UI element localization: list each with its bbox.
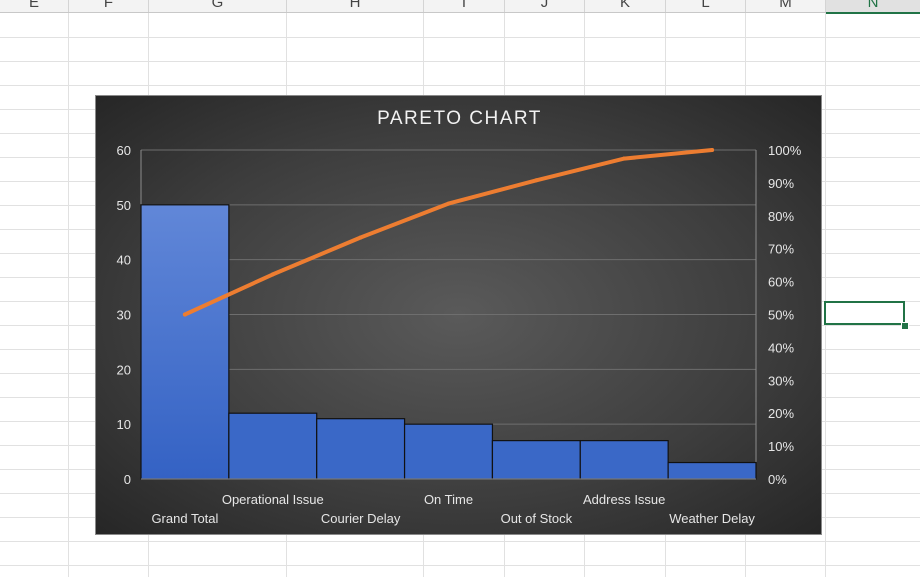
x-tick-label: Grand Total <box>151 511 218 526</box>
cumulative-point-4 <box>534 178 539 183</box>
pareto-chart[interactable]: PARETO CHART 0 10 20 30 40 50 60 0% 10% 20% 30% 40%… <box>95 95 822 535</box>
column-header-e[interactable]: E <box>0 0 69 12</box>
x-tick-label: On Time <box>424 492 473 507</box>
y2-tick-label: 80% <box>768 209 794 224</box>
grid-line <box>0 541 920 542</box>
bar-4 <box>491 440 581 480</box>
chart-title: PARETO CHART <box>377 108 542 129</box>
y-tick-label: 60 <box>117 143 131 158</box>
bar-1 <box>228 412 318 480</box>
column-header-l[interactable]: L <box>666 0 746 12</box>
bar-5 <box>579 440 669 480</box>
y-tick-label: 30 <box>117 308 131 323</box>
selected-cell[interactable] <box>824 301 905 325</box>
y2-tick-label: 0% <box>768 472 787 487</box>
y2-tick-label: 40% <box>768 340 794 355</box>
fill-handle[interactable] <box>901 322 909 330</box>
y2-tick-label: 60% <box>768 275 794 290</box>
x-tick-label: Courier Delay <box>321 511 401 526</box>
grid-line <box>0 85 920 86</box>
column-header-n[interactable]: N <box>826 0 920 14</box>
cumulative-point-0 <box>182 312 187 317</box>
column-header-m[interactable]: M <box>746 0 826 12</box>
column-header-h[interactable]: H <box>287 0 424 12</box>
y2-tick-label: 90% <box>768 176 794 191</box>
y-tick-label: 50 <box>117 198 131 213</box>
grid-line <box>0 565 920 566</box>
y2-tick-label: 30% <box>768 373 794 388</box>
y-tick-label: 20 <box>117 362 131 377</box>
cumulative-point-1 <box>270 272 275 277</box>
y2-tick-label: 50% <box>768 308 794 323</box>
cumulative-point-5 <box>622 156 627 161</box>
column-header-bar: E F G H I J K L M N <box>0 0 920 14</box>
grid-line <box>0 37 920 38</box>
bar-2 <box>316 418 406 480</box>
y2-tick-label: 70% <box>768 242 794 257</box>
column-header-j[interactable]: J <box>505 0 585 12</box>
cumulative-point-6 <box>710 148 715 152</box>
bar-0 <box>140 204 230 480</box>
column-header-k[interactable]: K <box>585 0 666 12</box>
cumulative-line <box>182 148 715 317</box>
x-tick-label: Address Issue <box>583 492 665 507</box>
cumulative-point-3 <box>446 201 451 206</box>
y-tick-label: 0 <box>124 472 131 487</box>
x-tick-label: Out of Stock <box>501 511 573 526</box>
y-tick-label: 10 <box>117 417 131 432</box>
column-header-f[interactable]: F <box>69 0 149 12</box>
grid-line <box>0 61 920 62</box>
chart-plot: 0 10 20 30 40 50 60 0% 10% 20% 30% 40% 50% 60% 70% 80% 9… <box>117 143 802 526</box>
y2-tick-label: 20% <box>768 406 794 421</box>
y-tick-label: 40 <box>117 253 131 268</box>
grid-line <box>68 13 69 577</box>
x-tick-label: Operational Issue <box>222 492 324 507</box>
bar-3 <box>403 423 494 480</box>
column-header-i[interactable]: I <box>424 0 505 12</box>
y2-tick-label: 10% <box>768 439 794 454</box>
y2-tick-label: 100% <box>768 143 802 158</box>
x-tick-label: Weather Delay <box>669 511 755 526</box>
cumulative-point-2 <box>358 235 363 240</box>
grid-line <box>825 13 826 577</box>
column-header-g[interactable]: G <box>149 0 287 12</box>
bar-6 <box>667 461 757 480</box>
